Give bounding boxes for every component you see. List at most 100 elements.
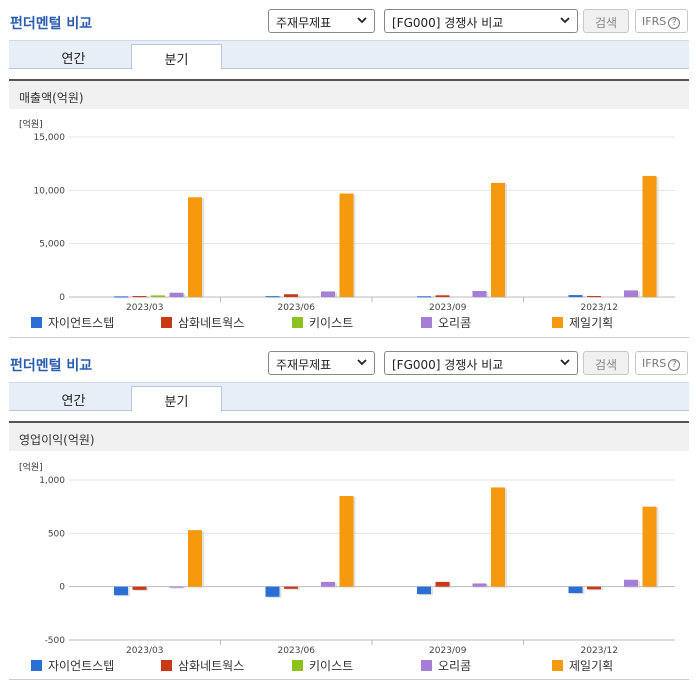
legend-item[interactable]: 자이언트스텝	[31, 657, 114, 673]
statement-type-select[interactable]: 주재무제표	[268, 9, 375, 33]
legend-label: 삼화네트웍스	[178, 659, 245, 673]
legend-label: 삼화네트웍스	[178, 316, 245, 330]
bar[interactable]	[435, 295, 450, 297]
legend-label: 키이스트	[309, 316, 354, 330]
period-tabs: 연간 분기	[9, 40, 689, 70]
help-icon: ?	[668, 359, 681, 371]
bar[interactable]	[472, 583, 487, 587]
chevron-down-icon	[357, 359, 367, 366]
bar[interactable]	[568, 586, 583, 594]
bar[interactable]	[587, 296, 601, 298]
ifrs-help-button[interactable]: IFRS?	[635, 351, 688, 375]
section-header: 매출액(억원)	[9, 79, 689, 109]
legend-swatch	[292, 317, 303, 328]
legend-item[interactable]: 자이언트스텝	[31, 314, 114, 330]
bar-shadow	[153, 296, 167, 298]
tab-quarterly[interactable]: 분기	[131, 386, 222, 412]
bar[interactable]	[642, 506, 657, 587]
legend-item[interactable]: 제일기획	[552, 314, 613, 330]
bar[interactable]	[114, 296, 128, 298]
statement-type-value: 주재무제표	[276, 16, 332, 30]
y-unit-label: [억원]	[19, 118, 43, 130]
legend-item[interactable]: 제일기획	[552, 657, 613, 673]
legend-swatch	[31, 660, 42, 671]
x-tick-label: 2023/06	[278, 303, 316, 313]
legend-swatch	[552, 660, 563, 671]
y-tick-label: -500	[45, 636, 66, 646]
bar[interactable]	[472, 291, 487, 297]
y-tick-label: 1,000	[39, 476, 65, 486]
compare-group-value: [FG000] 경쟁사 비교	[392, 358, 504, 372]
bar[interactable]	[114, 586, 128, 596]
legend-item[interactable]: 키이스트	[292, 657, 353, 673]
ifrs-label: IFRS	[642, 15, 667, 28]
statement-type-value: 주재무제표	[276, 358, 332, 372]
x-tick-label: 2023/09	[429, 646, 467, 656]
bar[interactable]	[169, 586, 184, 588]
bar-shadow	[134, 297, 149, 299]
section-title: 영업이익(억원)	[19, 433, 95, 447]
legend-label: 키이스트	[309, 659, 354, 673]
search-button[interactable]: 검색	[583, 351, 629, 375]
section-title: 매출액(억원)	[19, 91, 84, 105]
legend-item[interactable]: 삼화네트웍스	[161, 657, 244, 673]
bar[interactable]	[491, 182, 505, 297]
bar[interactable]	[284, 294, 298, 297]
bar[interactable]	[169, 292, 184, 297]
legend-item[interactable]: 삼화네트웍스	[161, 314, 244, 330]
bar-shadow	[570, 296, 585, 298]
bar-shadow	[437, 296, 452, 298]
legend-swatch	[31, 317, 42, 328]
fundamental-panel-operating-profit: 펀더멘털 비교 주재무제표 [FG000] 경쟁사 비교 검색 IFRS? 연간…	[0, 342, 696, 684]
bar[interactable]	[321, 291, 335, 297]
ifrs-label: IFRS	[642, 357, 667, 370]
bar[interactable]	[188, 197, 202, 297]
revenue-bar-chart: [억원] 0 5,000 10,000 15,000 2023/03 2023/06 2023…	[19, 118, 675, 313]
search-button[interactable]: 검색	[583, 9, 629, 33]
compare-group-select[interactable]: [FG000] 경쟁사 비교	[384, 351, 578, 375]
chart-area: [억원] 0 5,000 10,000 15,000 2023/03 2023/06 2023…	[9, 109, 689, 338]
bar[interactable]	[132, 586, 147, 590]
fundamental-panel-revenue: 펀더멘털 비교 주재무제표 [FG000] 경쟁사 비교 검색 IFRS? 연간…	[9, 9, 689, 338]
y-tick-label: 0	[59, 293, 65, 303]
section-header: 영업이익(억원)	[9, 421, 689, 451]
legend-item[interactable]: 키이스트	[292, 314, 353, 330]
statement-type-select[interactable]: 주재무제표	[268, 351, 375, 375]
bar[interactable]	[568, 295, 583, 297]
legend-label: 자이언트스텝	[48, 316, 115, 330]
chart-legend: 자이언트스텝 삼화네트웍스 키이스트 오리콤 제일기획	[9, 314, 689, 334]
bar[interactable]	[491, 487, 505, 587]
legend-item[interactable]: 오리콤	[421, 314, 471, 330]
bar[interactable]	[435, 581, 450, 587]
chart-area: [억원] -500 0 500 1,000 2023/03 2023/06 2023/09 20…	[9, 451, 689, 680]
bar[interactable]	[151, 295, 165, 297]
chart-legend: 자이언트스텝 삼화네트웍스 키이스트 오리콤 제일기획	[9, 657, 689, 677]
tab-annual[interactable]: 연간	[61, 394, 86, 409]
bar[interactable]	[339, 193, 354, 297]
tab-annual[interactable]: 연간	[61, 52, 86, 67]
bar[interactable]	[265, 296, 280, 298]
bar[interactable]	[188, 530, 202, 587]
bar[interactable]	[587, 586, 601, 590]
bar[interactable]	[642, 175, 657, 297]
legend-label: 제일기획	[569, 316, 614, 330]
bar[interactable]	[132, 296, 147, 298]
bar[interactable]	[339, 496, 354, 587]
chevron-down-icon	[357, 17, 367, 24]
bar[interactable]	[417, 586, 431, 595]
compare-group-select[interactable]: [FG000] 경쟁사 비교	[384, 9, 578, 33]
tab-quarterly[interactable]: 분기	[131, 44, 222, 70]
x-tick-label: 2023/09	[429, 303, 467, 313]
bar[interactable]	[284, 586, 298, 589]
bar[interactable]	[417, 296, 431, 298]
legend-item[interactable]: 오리콤	[421, 657, 471, 673]
x-tick-label: 2023/03	[126, 646, 163, 656]
ifrs-help-button[interactable]: IFRS?	[635, 9, 688, 33]
y-tick-label: 5,000	[39, 240, 65, 250]
bar[interactable]	[321, 581, 335, 587]
bar[interactable]	[624, 290, 638, 297]
bar[interactable]	[624, 579, 638, 587]
legend-swatch	[292, 660, 303, 671]
bar[interactable]	[265, 586, 280, 597]
y-unit-label: [억원]	[19, 461, 43, 473]
